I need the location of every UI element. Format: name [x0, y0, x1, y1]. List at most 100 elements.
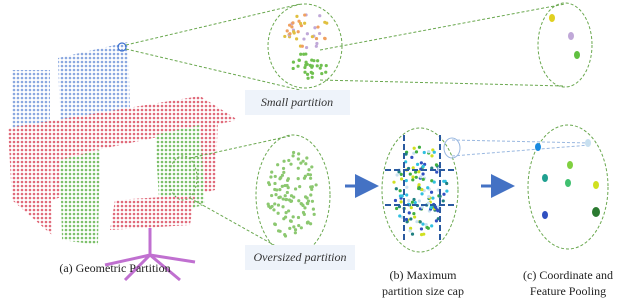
point-dot	[303, 206, 306, 209]
point-dot	[416, 163, 419, 166]
point-dot	[283, 184, 286, 187]
point-dot	[292, 225, 295, 228]
point-dot	[298, 185, 301, 188]
small-partition-label: Small partition	[261, 95, 333, 109]
point-dot	[284, 216, 287, 219]
point-dot	[294, 187, 297, 190]
point-dot	[412, 212, 415, 215]
pooled-small-ellipse	[538, 3, 592, 87]
point-dot	[445, 182, 448, 185]
point-dot	[269, 206, 272, 209]
point-dot	[395, 207, 398, 210]
point-dot	[290, 25, 293, 28]
connector	[452, 145, 590, 156]
point-dot	[277, 229, 280, 232]
point-dot	[294, 228, 297, 231]
point-dot	[282, 197, 285, 200]
connector	[452, 140, 590, 143]
point-dot	[422, 233, 425, 236]
pooled-point	[585, 139, 591, 147]
point-dot	[445, 189, 448, 192]
point-dot	[430, 224, 433, 227]
point-dot	[282, 160, 285, 163]
point-dot	[422, 178, 425, 181]
point-dot	[442, 199, 445, 202]
point-dot	[284, 234, 287, 237]
point-dot	[299, 162, 302, 165]
point-dot	[431, 197, 434, 200]
point-dot	[281, 174, 284, 177]
point-dot	[325, 64, 328, 67]
point-dot	[267, 181, 270, 184]
point-dot	[301, 45, 304, 48]
point-dot	[291, 154, 294, 157]
point-dot	[277, 203, 280, 206]
point-dot	[414, 171, 417, 174]
point-dot	[323, 21, 326, 24]
point-dot	[311, 185, 314, 188]
point-dot	[269, 175, 272, 178]
point-dot	[297, 177, 300, 180]
point-dot	[292, 195, 295, 198]
point-dot	[297, 157, 300, 160]
pooled-point	[567, 161, 573, 169]
point-dot	[410, 206, 413, 209]
point-dot	[273, 202, 276, 205]
point-dot	[283, 35, 286, 38]
pooled-point	[549, 14, 555, 22]
point-dot	[270, 194, 273, 197]
point-dot	[405, 193, 408, 196]
point-dot	[303, 71, 306, 74]
point-dot	[425, 223, 428, 226]
point-dot	[409, 217, 412, 220]
point-dot	[277, 212, 280, 215]
point-dot	[413, 147, 416, 150]
point-dot	[287, 159, 290, 162]
point-dot	[316, 25, 319, 28]
point-dot	[311, 35, 314, 38]
point-dot	[297, 199, 300, 202]
point-dot	[427, 195, 430, 198]
caption: Feature Pooling	[530, 284, 606, 298]
point-dot	[320, 64, 323, 67]
point-dot	[297, 224, 300, 227]
point-dot	[303, 13, 306, 16]
connector	[320, 4, 565, 50]
point-dot	[315, 183, 318, 186]
pooled-point	[568, 32, 574, 40]
point-dot	[316, 59, 319, 62]
point-dot	[267, 202, 270, 205]
point-dot	[297, 30, 300, 33]
point-dot	[396, 173, 399, 176]
point-dot	[311, 200, 314, 203]
point-dot	[295, 37, 298, 40]
point-dot	[286, 191, 289, 194]
point-dot	[292, 67, 295, 70]
point-dot	[292, 151, 295, 154]
point-dot	[411, 201, 414, 204]
point-dot	[412, 166, 415, 169]
point-dot	[282, 167, 285, 170]
pooled-point	[592, 207, 600, 217]
point-dot	[415, 150, 418, 153]
point-dot	[405, 218, 408, 221]
point-dot	[276, 163, 279, 166]
point-dot	[313, 213, 316, 216]
point-dot	[395, 187, 398, 190]
point-dot	[297, 216, 300, 219]
point-dot	[320, 72, 323, 75]
point-dot	[420, 227, 423, 230]
point-dot	[304, 52, 307, 55]
point-dot	[429, 206, 432, 209]
point-dot	[435, 219, 438, 222]
point-dot	[414, 201, 417, 204]
point-dot	[418, 199, 421, 202]
point-dot	[294, 231, 297, 234]
connector	[320, 80, 565, 86]
point-dot	[430, 191, 433, 194]
pooled-point	[535, 143, 541, 151]
point-dot	[399, 194, 402, 197]
point-dot	[292, 30, 295, 33]
point-dot	[287, 177, 290, 180]
point-dot	[400, 173, 403, 176]
